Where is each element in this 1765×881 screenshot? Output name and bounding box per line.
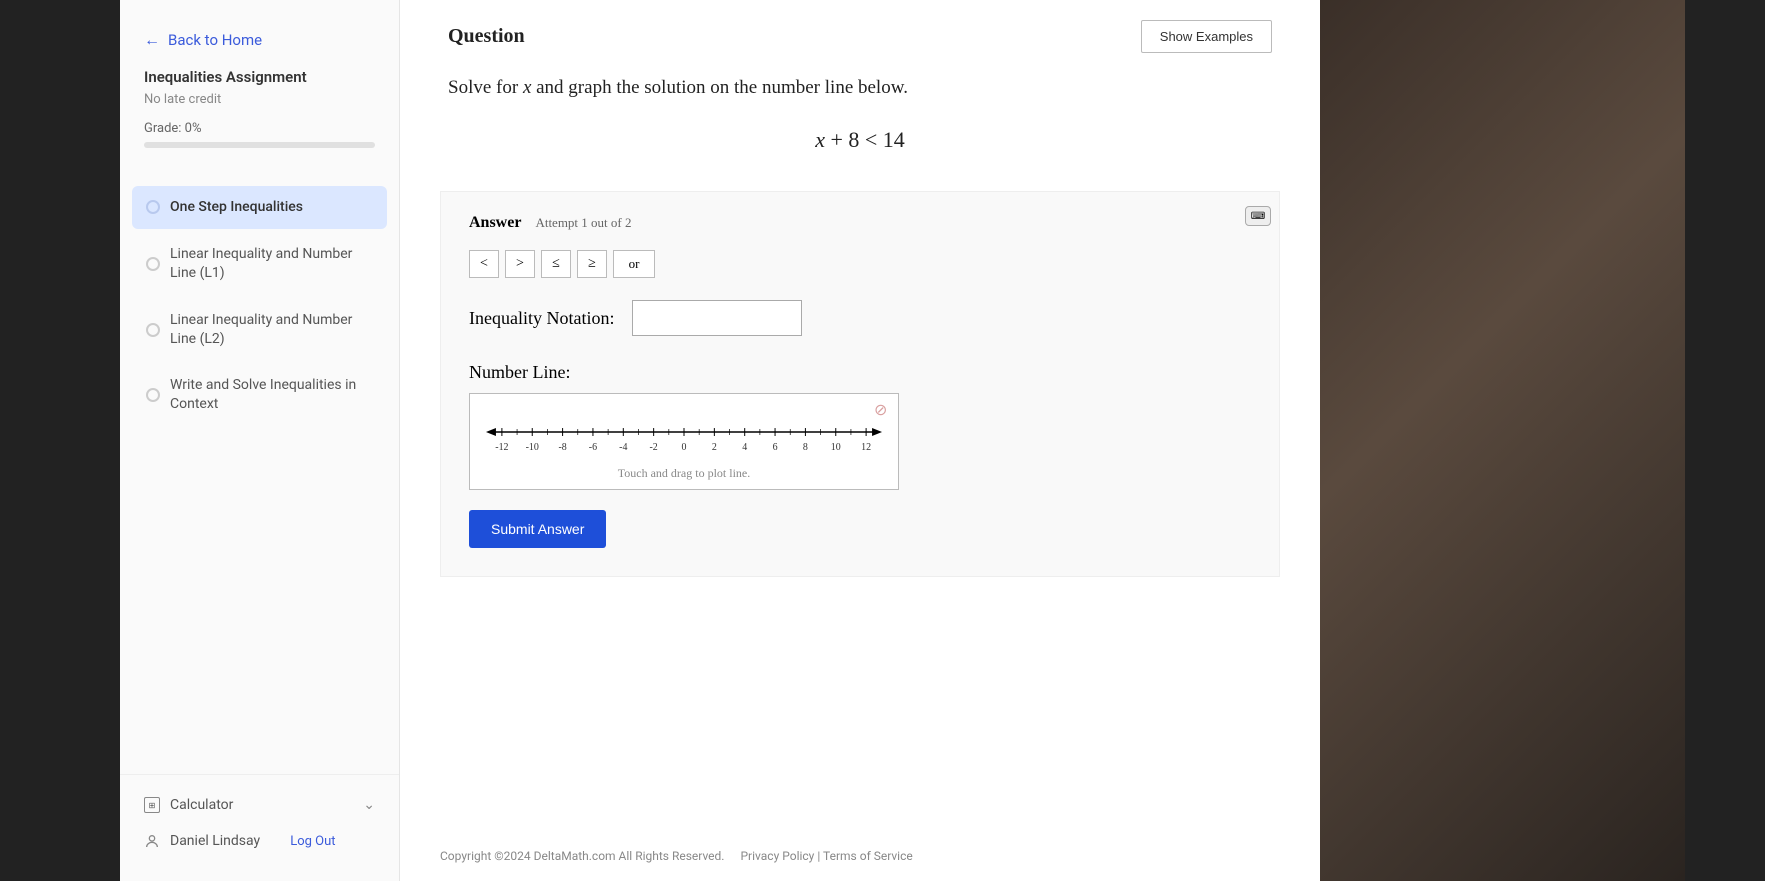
- back-arrow-icon: ←: [144, 30, 160, 50]
- op-lt-button[interactable]: <: [469, 250, 499, 278]
- late-credit-text: No late credit: [120, 92, 399, 121]
- question-prompt: Solve for x and graph the solution on th…: [400, 63, 1320, 109]
- radio-icon: [146, 200, 160, 214]
- inequality-row: Inequality Notation:: [469, 300, 1251, 336]
- answer-label: Answer: [469, 214, 521, 232]
- radio-icon: [146, 323, 160, 337]
- terms-link[interactable]: Terms of Service: [823, 849, 913, 863]
- svg-text:-8: -8: [558, 442, 566, 453]
- numberline-hint: Touch and drag to plot line.: [480, 466, 888, 481]
- nav-item-label: Linear Inequality and Number Line (L2): [170, 311, 373, 349]
- assignment-nav-list: One Step Inequalities Linear Inequality …: [120, 176, 399, 774]
- submit-answer-button[interactable]: Submit Answer: [469, 510, 606, 548]
- user-name: Daniel Lindsay: [170, 833, 260, 849]
- answer-panel: ⌨ Answer Attempt 1 out of 2 < > ≤ ≥ or I…: [440, 191, 1280, 577]
- nav-item-label: One Step Inequalities: [170, 198, 303, 217]
- prompt-post: and graph the solution on the number lin…: [531, 77, 908, 98]
- numberline-svg[interactable]: -12 -10 -8 -6 -4 -2 0 2 4 6 8 10 12: [480, 414, 888, 464]
- svg-text:-2: -2: [650, 442, 658, 453]
- attempt-text: Attempt 1 out of 2: [535, 215, 631, 231]
- device-bezel-outside: [1320, 0, 1685, 881]
- user-row: Daniel Lindsay Log Out: [144, 823, 375, 849]
- calculator-toggle[interactable]: ⊞ Calculator ⌄: [144, 787, 375, 823]
- prompt-pre: Solve for: [448, 77, 523, 98]
- back-label: Back to Home: [168, 31, 262, 49]
- main-content: Question Show Examples Solve for x and g…: [400, 0, 1320, 881]
- question-header: Question Show Examples: [400, 0, 1320, 63]
- chevron-down-icon: ⌄: [363, 797, 375, 813]
- calculator-label: Calculator: [170, 797, 233, 813]
- radio-icon: [146, 388, 160, 402]
- show-examples-button[interactable]: Show Examples: [1141, 20, 1272, 53]
- radio-icon: [146, 257, 160, 271]
- user-icon: [144, 833, 160, 849]
- nav-item-linear-l1[interactable]: Linear Inequality and Number Line (L1): [132, 233, 387, 295]
- nav-item-write-solve[interactable]: Write and Solve Inequalities in Context: [132, 364, 387, 426]
- assignment-title: Inequalities Assignment: [120, 68, 399, 92]
- nav-item-one-step[interactable]: One Step Inequalities: [132, 186, 387, 229]
- nav-item-label: Linear Inequality and Number Line (L1): [170, 245, 373, 283]
- inequality-label: Inequality Notation:: [469, 308, 614, 329]
- nav-item-label: Write and Solve Inequalities in Context: [170, 376, 373, 414]
- op-ge-button[interactable]: ≥: [577, 250, 607, 278]
- back-to-home-link[interactable]: ← Back to Home: [120, 20, 399, 68]
- svg-text:0: 0: [682, 442, 687, 453]
- op-or-button[interactable]: or: [613, 250, 655, 278]
- op-gt-button[interactable]: >: [505, 250, 535, 278]
- logout-link[interactable]: Log Out: [290, 834, 335, 849]
- svg-text:6: 6: [773, 442, 778, 453]
- sidebar: ← Back to Home Inequalities Assignment N…: [120, 0, 400, 881]
- operator-row: < > ≤ ≥ or: [469, 250, 1251, 278]
- inequality-input[interactable]: [632, 300, 802, 336]
- numberline-box[interactable]: ⊘ -12 -10 -8 -6 -4 -2 0 2 4 6 8 10 12 Touch and drag…: [469, 393, 899, 490]
- clear-numberline-icon[interactable]: ⊘: [874, 400, 892, 418]
- svg-text:2: 2: [712, 442, 717, 453]
- calculator-icon: ⊞: [144, 797, 160, 813]
- keyboard-icon[interactable]: ⌨: [1245, 206, 1271, 226]
- svg-text:12: 12: [861, 442, 871, 453]
- copyright-text: Copyright ©2024 DeltaMath.com All Rights…: [440, 849, 724, 863]
- svg-text:-6: -6: [589, 442, 597, 453]
- svg-text:-12: -12: [495, 442, 508, 453]
- op-le-button[interactable]: ≤: [541, 250, 571, 278]
- grade-label: Grade: 0%: [120, 121, 399, 142]
- svg-text:8: 8: [803, 442, 808, 453]
- page-footer: Copyright ©2024 DeltaMath.com All Rights…: [400, 831, 1320, 881]
- svg-text:4: 4: [742, 442, 747, 453]
- svg-text:-4: -4: [619, 442, 627, 453]
- sidebar-footer: ⊞ Calculator ⌄ Daniel Lindsay Log Out: [120, 774, 399, 861]
- grade-progress-bar: [144, 142, 375, 148]
- nav-item-linear-l2[interactable]: Linear Inequality and Number Line (L2): [132, 299, 387, 361]
- svg-text:10: 10: [831, 442, 841, 453]
- privacy-link[interactable]: Privacy Policy: [740, 849, 814, 863]
- svg-text:-10: -10: [526, 442, 539, 453]
- question-title: Question: [448, 25, 525, 48]
- equation-display: x + 8 < 14: [400, 109, 1320, 181]
- numberline-label: Number Line:: [469, 362, 1251, 383]
